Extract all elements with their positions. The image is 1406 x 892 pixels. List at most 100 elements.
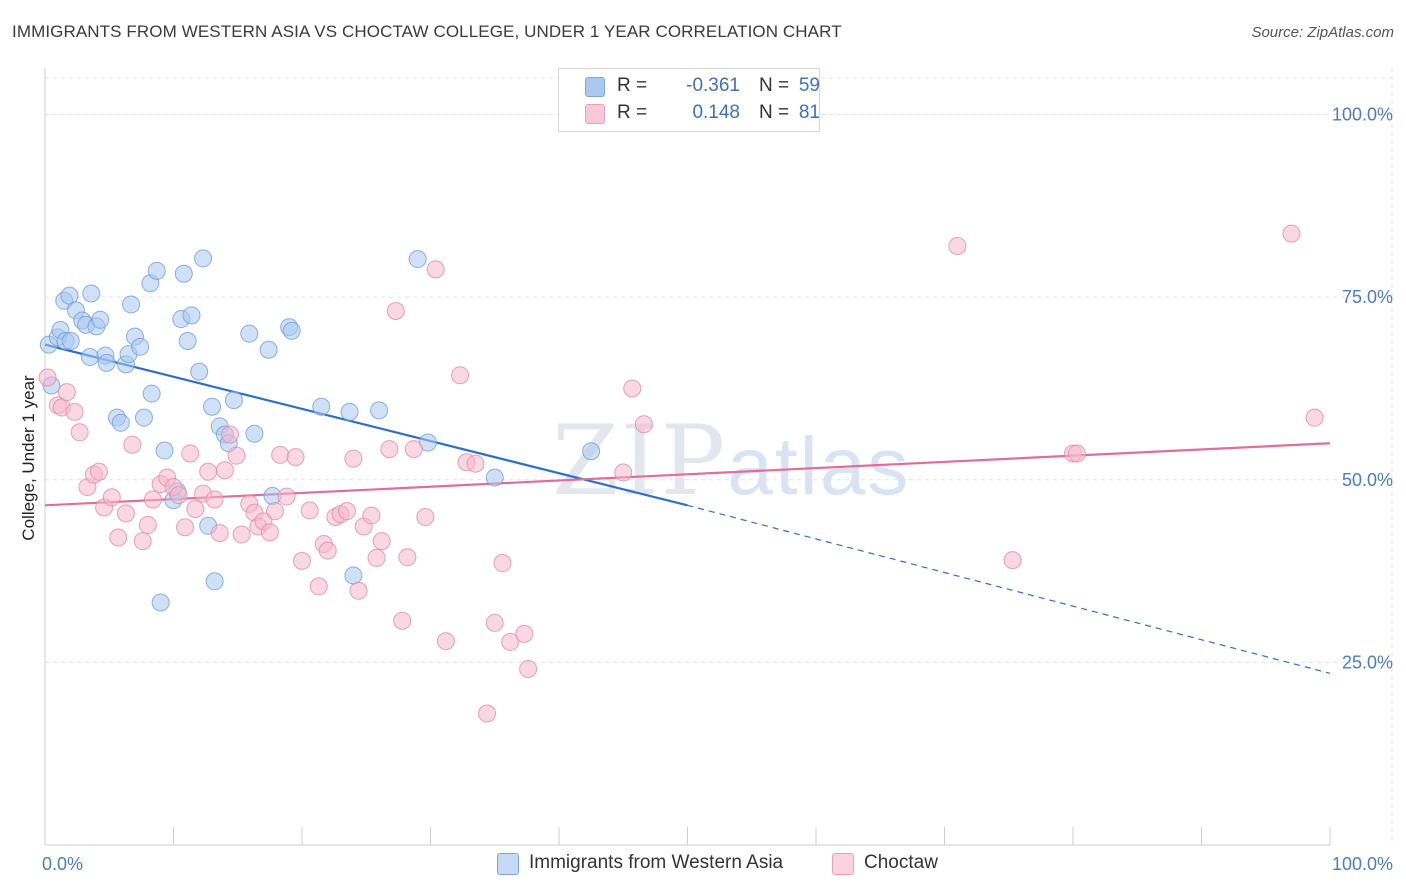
legend-label-western-asia: Immigrants from Western Asia (529, 852, 784, 873)
western-asia-point (80, 348, 99, 367)
western-asia-point (282, 321, 301, 340)
choctaw-point (271, 445, 290, 464)
western-asia-point (178, 331, 197, 350)
western-asia-point (122, 295, 141, 314)
source-label: Source: ZipAtlas.com (1251, 24, 1394, 41)
western-asia-point (203, 397, 222, 416)
western-asia-point (205, 572, 224, 591)
western-asia-point (142, 384, 161, 403)
western-asia-point (582, 442, 601, 461)
choctaw-point (57, 383, 76, 402)
choctaw-point (372, 532, 391, 551)
legend-n-label: N = (759, 75, 790, 96)
choctaw-point (181, 444, 200, 463)
tick-labels: 100.0% 75.0% 50.0% 25.0% 0.0% 100.0% (42, 105, 1393, 874)
choctaw-point (398, 548, 417, 567)
choctaw-point (478, 704, 497, 723)
western-asia-trend-line-extension (687, 504, 1331, 674)
western-asia-point (61, 331, 80, 350)
western-asia-point (259, 340, 278, 359)
x-tick-label-min: 0.0% (42, 854, 83, 874)
choctaw-point (362, 506, 381, 525)
choctaw-point (451, 366, 470, 385)
chart-title: IMMIGRANTS FROM WESTERN ASIA VS CHOCTAW … (12, 22, 842, 41)
choctaw-point (266, 502, 285, 521)
choctaw-point (143, 490, 162, 509)
choctaw-point (133, 532, 152, 551)
legend-r-value: 0.148 (692, 102, 740, 123)
choctaw-point (89, 462, 108, 481)
correlation-legend: R = -0.361 N = 59 R = 0.148 N = 81 (558, 68, 820, 132)
western-asia-point (82, 284, 101, 303)
choctaw-point (380, 440, 399, 459)
watermark-atlas: atlas (727, 421, 911, 512)
choctaw-point (116, 504, 135, 523)
choctaw-point (260, 523, 279, 542)
choctaw-point (485, 613, 504, 632)
data-points (38, 224, 1324, 723)
choctaw-point (138, 516, 157, 535)
choctaw-point (501, 632, 520, 651)
x-tick-label-max: 100.0% (1332, 854, 1393, 874)
choctaw-point (515, 624, 534, 643)
legend-swatch-choctaw (832, 853, 854, 875)
choctaw-point (404, 440, 423, 459)
western-asia-point (485, 468, 504, 487)
y-tick-label: 100.0% (1332, 105, 1393, 125)
choctaw-point (436, 632, 455, 651)
choctaw-point (344, 449, 363, 468)
choctaw-point (634, 415, 653, 434)
western-asia-point (151, 593, 170, 612)
choctaw-point (519, 659, 538, 678)
choctaw-point (102, 488, 121, 507)
trend-lines (44, 343, 1331, 674)
choctaw-trend-line (44, 442, 1331, 507)
choctaw-point (426, 260, 445, 279)
legend-n-value: 81 (798, 102, 820, 123)
legend-n-value: 59 (798, 75, 820, 96)
grid-lines (45, 68, 1393, 845)
western-asia-point (312, 397, 331, 416)
western-asia-point (240, 324, 259, 343)
western-asia-point (174, 264, 193, 283)
choctaw-point (614, 463, 633, 482)
choctaw-point (123, 435, 142, 454)
legend-r-label: R = (617, 75, 648, 96)
western-asia-point (224, 391, 243, 410)
choctaw-point (1067, 444, 1086, 463)
choctaw-point (109, 528, 128, 547)
choctaw-point (623, 379, 642, 398)
y-axis-label: College, Under 1 year (19, 375, 38, 541)
western-asia-point (344, 566, 363, 585)
western-asia-point (340, 402, 359, 421)
choctaw-point (1305, 408, 1324, 427)
choctaw-point (349, 581, 368, 600)
legend-swatch-western-asia (585, 77, 605, 97)
choctaw-point (227, 446, 246, 465)
choctaw-point (309, 577, 328, 596)
choctaw-point (65, 402, 84, 421)
western-asia-point (155, 441, 174, 460)
choctaw-point (169, 486, 188, 505)
legend-label-choctaw: Choctaw (864, 852, 938, 873)
choctaw-point (210, 524, 229, 543)
choctaw-point (948, 237, 967, 256)
western-asia-point (182, 306, 201, 325)
y-tick-label: 50.0% (1342, 470, 1393, 490)
western-asia-point (111, 413, 130, 432)
y-tick-label: 25.0% (1342, 652, 1393, 672)
western-asia-point (190, 362, 209, 381)
choctaw-point (367, 548, 386, 567)
choctaw-point (318, 541, 337, 560)
choctaw-point (293, 551, 311, 570)
choctaw-point (337, 502, 356, 521)
y-tick-label: 75.0% (1342, 287, 1393, 307)
western-asia-point (147, 261, 166, 280)
western-asia-point (91, 310, 110, 329)
choctaw-point (1282, 224, 1301, 243)
western-asia-point (370, 401, 389, 420)
choctaw-point (466, 454, 485, 473)
choctaw-point (416, 508, 435, 527)
axes (44, 68, 1331, 846)
legend-swatch-western-asia (497, 853, 519, 875)
